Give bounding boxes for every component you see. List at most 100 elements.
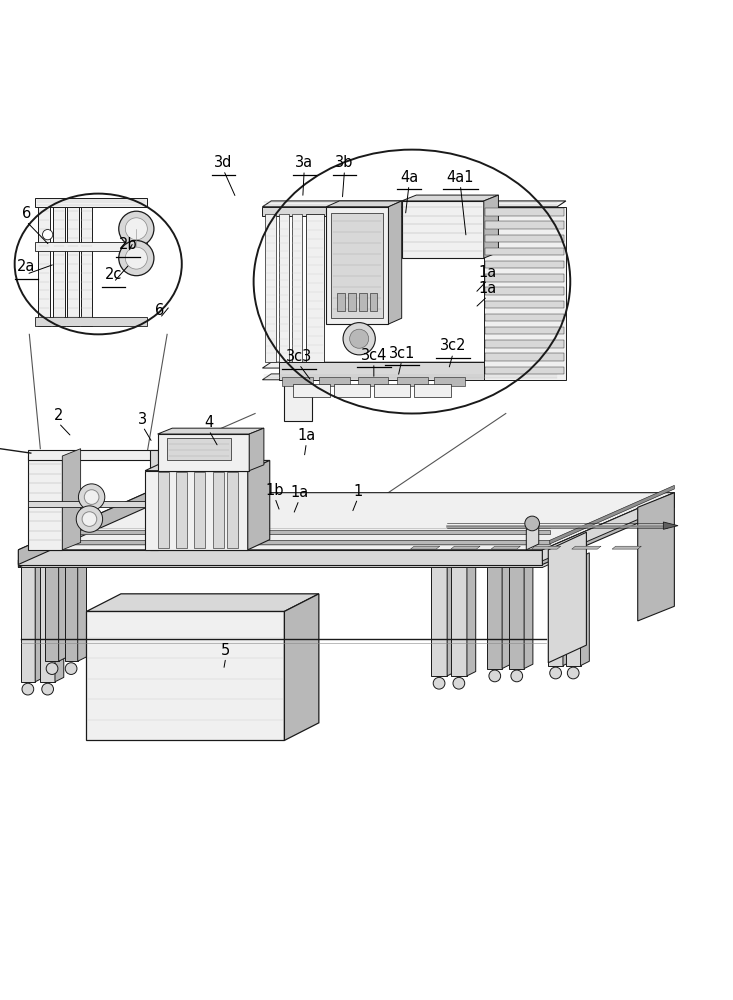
Polygon shape [262,201,566,207]
Bar [348,293,356,311]
Circle shape [82,512,97,526]
Polygon shape [158,472,169,548]
Polygon shape [485,261,564,268]
Polygon shape [358,377,388,386]
Polygon shape [279,362,484,380]
Polygon shape [431,565,447,676]
Polygon shape [402,201,484,258]
Polygon shape [485,301,564,308]
Polygon shape [194,472,205,548]
Polygon shape [550,485,674,544]
Polygon shape [35,317,147,326]
Text: 1a: 1a [298,428,315,443]
Circle shape [78,484,105,510]
Polygon shape [397,377,428,386]
Polygon shape [485,340,564,348]
Polygon shape [67,201,79,326]
Polygon shape [292,214,302,362]
Polygon shape [18,493,147,565]
Polygon shape [485,367,564,374]
Polygon shape [18,562,542,567]
Polygon shape [451,546,480,549]
Polygon shape [663,522,678,529]
Circle shape [84,490,99,504]
Polygon shape [326,207,388,324]
Polygon shape [18,503,147,567]
Polygon shape [44,540,550,544]
Polygon shape [176,472,187,548]
Text: 3c2: 3c2 [440,338,466,353]
Polygon shape [167,438,231,460]
Polygon shape [262,362,566,368]
Polygon shape [410,546,440,549]
Polygon shape [62,449,81,550]
Polygon shape [548,532,586,663]
Polygon shape [18,560,559,567]
Polygon shape [279,214,289,362]
Polygon shape [485,274,564,282]
Text: 2b: 2b [119,237,138,252]
Text: 5: 5 [221,643,230,658]
Polygon shape [491,546,520,549]
Polygon shape [542,493,674,565]
Polygon shape [485,327,564,334]
Polygon shape [374,384,410,397]
Circle shape [125,218,147,240]
Text: 1a: 1a [290,485,308,500]
Polygon shape [638,493,674,621]
Polygon shape [485,248,564,255]
Polygon shape [248,460,270,550]
Polygon shape [447,560,456,676]
Polygon shape [282,377,313,386]
Circle shape [511,670,523,682]
Polygon shape [485,287,564,295]
Polygon shape [284,594,319,740]
Polygon shape [18,550,542,565]
Text: 6: 6 [155,303,164,318]
Text: 3d: 3d [214,155,233,170]
Polygon shape [487,562,502,669]
Text: 2c: 2c [105,267,122,282]
Text: 3c4: 3c4 [361,348,387,363]
Polygon shape [227,472,238,548]
Circle shape [119,241,154,276]
Circle shape [433,677,445,689]
Polygon shape [18,493,674,550]
Text: 3: 3 [139,412,147,427]
Polygon shape [150,450,158,550]
Polygon shape [402,195,498,201]
Polygon shape [35,560,44,682]
Text: 4: 4 [205,415,213,430]
Circle shape [22,683,34,695]
Polygon shape [40,565,55,682]
Polygon shape [334,384,370,397]
Polygon shape [145,471,248,550]
Text: 3c3: 3c3 [286,349,312,364]
Circle shape [43,230,53,240]
Polygon shape [28,501,158,507]
Text: 1: 1 [353,484,362,499]
Polygon shape [59,548,67,661]
Polygon shape [55,560,64,682]
Polygon shape [44,530,550,534]
Polygon shape [526,523,539,550]
Polygon shape [485,235,564,242]
Polygon shape [28,456,62,550]
Polygon shape [502,558,511,669]
Polygon shape [45,553,59,661]
Bar [359,293,366,311]
Circle shape [525,516,539,531]
Text: 6: 6 [22,206,31,221]
Polygon shape [158,434,249,471]
Polygon shape [86,594,319,611]
Polygon shape [434,377,465,386]
Polygon shape [414,384,451,397]
Ellipse shape [15,194,182,334]
Polygon shape [563,553,572,666]
Polygon shape [319,377,350,386]
Polygon shape [581,553,589,666]
Circle shape [46,663,58,674]
Polygon shape [145,460,270,471]
Circle shape [119,211,154,246]
Polygon shape [306,214,324,362]
